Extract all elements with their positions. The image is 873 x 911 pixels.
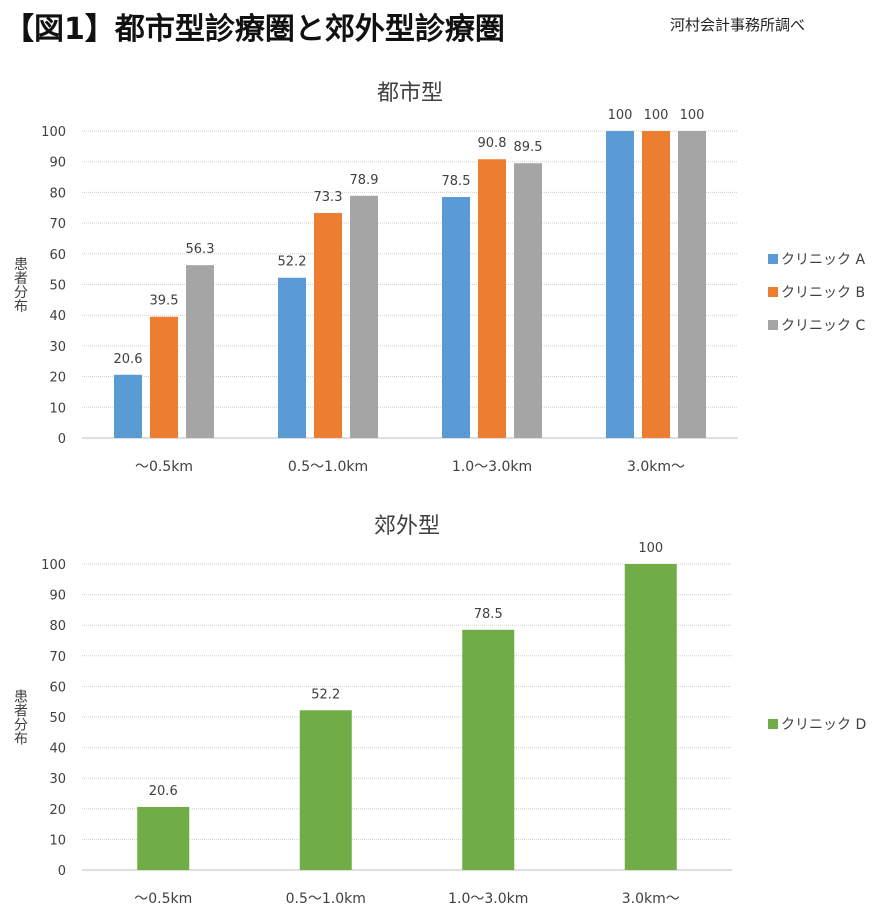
bar-クリニック-A-3 xyxy=(606,131,634,438)
y-tick-label: 0 xyxy=(58,864,66,879)
y-tick-label: 20 xyxy=(49,803,66,818)
y-tick-label: 60 xyxy=(49,680,66,695)
legend-label: クリニック D xyxy=(781,717,866,733)
data-label: 78.5 xyxy=(474,607,503,622)
bar-クリニック-C-2 xyxy=(514,163,542,439)
y-tick-label: 90 xyxy=(49,156,66,171)
bar-クリニック-D-3 xyxy=(624,564,677,870)
legend-label: クリニック A xyxy=(781,252,865,268)
data-label: 73.3 xyxy=(314,190,343,205)
bar-クリニック-A-2 xyxy=(442,197,470,438)
source-credit: 河村会計事務所調べ xyxy=(670,16,806,34)
urban-chart: 都市型 0 10 20 30 40 50 60 70 80 90 100 患者分布 20.6 39.5 56.… xyxy=(12,81,865,475)
suburban-chart: 郊外型 0 10 20 30 40 50 60 70 80 90 100 患者分布 20.6 〜0.5km 5… xyxy=(12,514,866,907)
y-tick-label: 30 xyxy=(49,340,66,355)
data-label: 56.3 xyxy=(186,242,215,257)
bar-クリニック-B-0 xyxy=(150,316,178,438)
y-tick-label: 70 xyxy=(49,217,66,232)
y-tick-label: 80 xyxy=(49,619,66,634)
bar-クリニック-D-0 xyxy=(137,806,190,870)
x-category-label: 0.5〜1.0km xyxy=(288,459,368,475)
bar-クリニック-B-1 xyxy=(314,212,342,438)
bar-クリニック-B-2 xyxy=(478,159,506,438)
y-tick-label: 0 xyxy=(58,432,66,447)
x-category-label: 3.0km〜 xyxy=(622,891,680,907)
y-axis-label: 患者分布 xyxy=(12,689,28,745)
y-tick-label: 50 xyxy=(49,711,66,726)
legend-swatch xyxy=(768,320,778,330)
legend-swatch xyxy=(768,719,778,729)
data-label: 78.5 xyxy=(442,174,471,189)
page-title: 【図1】都市型診療圏と郊外型診療圏 xyxy=(4,12,505,47)
y-tick-label: 70 xyxy=(49,650,66,665)
bar-クリニック-A-1 xyxy=(278,277,306,438)
y-tick-label: 90 xyxy=(49,589,66,604)
x-category-label: 3.0km〜 xyxy=(627,459,685,475)
y-tick-label: 30 xyxy=(49,772,66,787)
data-label: 20.6 xyxy=(114,352,143,367)
y-tick-label: 100 xyxy=(41,125,66,140)
data-label: 100 xyxy=(608,108,633,123)
bar-クリニック-A-0 xyxy=(114,374,142,438)
x-category-label: 0.5〜1.0km xyxy=(286,891,366,907)
x-category-label: 〜0.5km xyxy=(134,891,192,907)
data-label: 100 xyxy=(638,541,663,556)
y-tick-label: 80 xyxy=(49,186,66,201)
y-tick-label: 40 xyxy=(49,742,66,757)
data-label: 89.5 xyxy=(514,140,543,155)
data-label: 78.9 xyxy=(350,173,379,188)
legend-swatch xyxy=(768,254,778,264)
data-label: 52.2 xyxy=(278,255,307,270)
data-label: 100 xyxy=(644,108,669,123)
y-tick-label: 60 xyxy=(49,248,66,263)
bar-クリニック-C-0 xyxy=(186,265,214,438)
y-tick-label: 20 xyxy=(49,371,66,386)
data-label: 100 xyxy=(680,108,705,123)
y-axis-label: 患者分布 xyxy=(12,257,28,313)
bar-クリニック-D-1 xyxy=(299,710,352,870)
y-tick-label: 10 xyxy=(49,401,66,416)
chart-title: 都市型 xyxy=(377,81,443,106)
data-label: 52.2 xyxy=(311,687,340,702)
x-category-label: 1.0〜3.0km xyxy=(448,891,528,907)
bar-クリニック-B-3 xyxy=(642,131,670,438)
legend-label: クリニック B xyxy=(781,285,865,301)
x-category-label: 1.0〜3.0km xyxy=(452,459,532,475)
y-tick-label: 100 xyxy=(41,558,66,573)
legend-label: クリニック C xyxy=(781,318,865,334)
y-tick-label: 50 xyxy=(49,279,66,294)
legend-swatch xyxy=(768,287,778,297)
bar-クリニック-C-1 xyxy=(350,195,378,438)
data-label: 39.5 xyxy=(150,294,179,309)
bar-クリニック-D-2 xyxy=(462,629,515,870)
x-category-label: 〜0.5km xyxy=(135,459,193,475)
y-tick-label: 10 xyxy=(49,833,66,848)
bar-クリニック-C-3 xyxy=(678,131,706,438)
data-label: 90.8 xyxy=(478,136,507,151)
chart-title: 郊外型 xyxy=(374,514,440,539)
y-tick-label: 40 xyxy=(49,309,66,324)
data-label: 20.6 xyxy=(149,784,178,799)
